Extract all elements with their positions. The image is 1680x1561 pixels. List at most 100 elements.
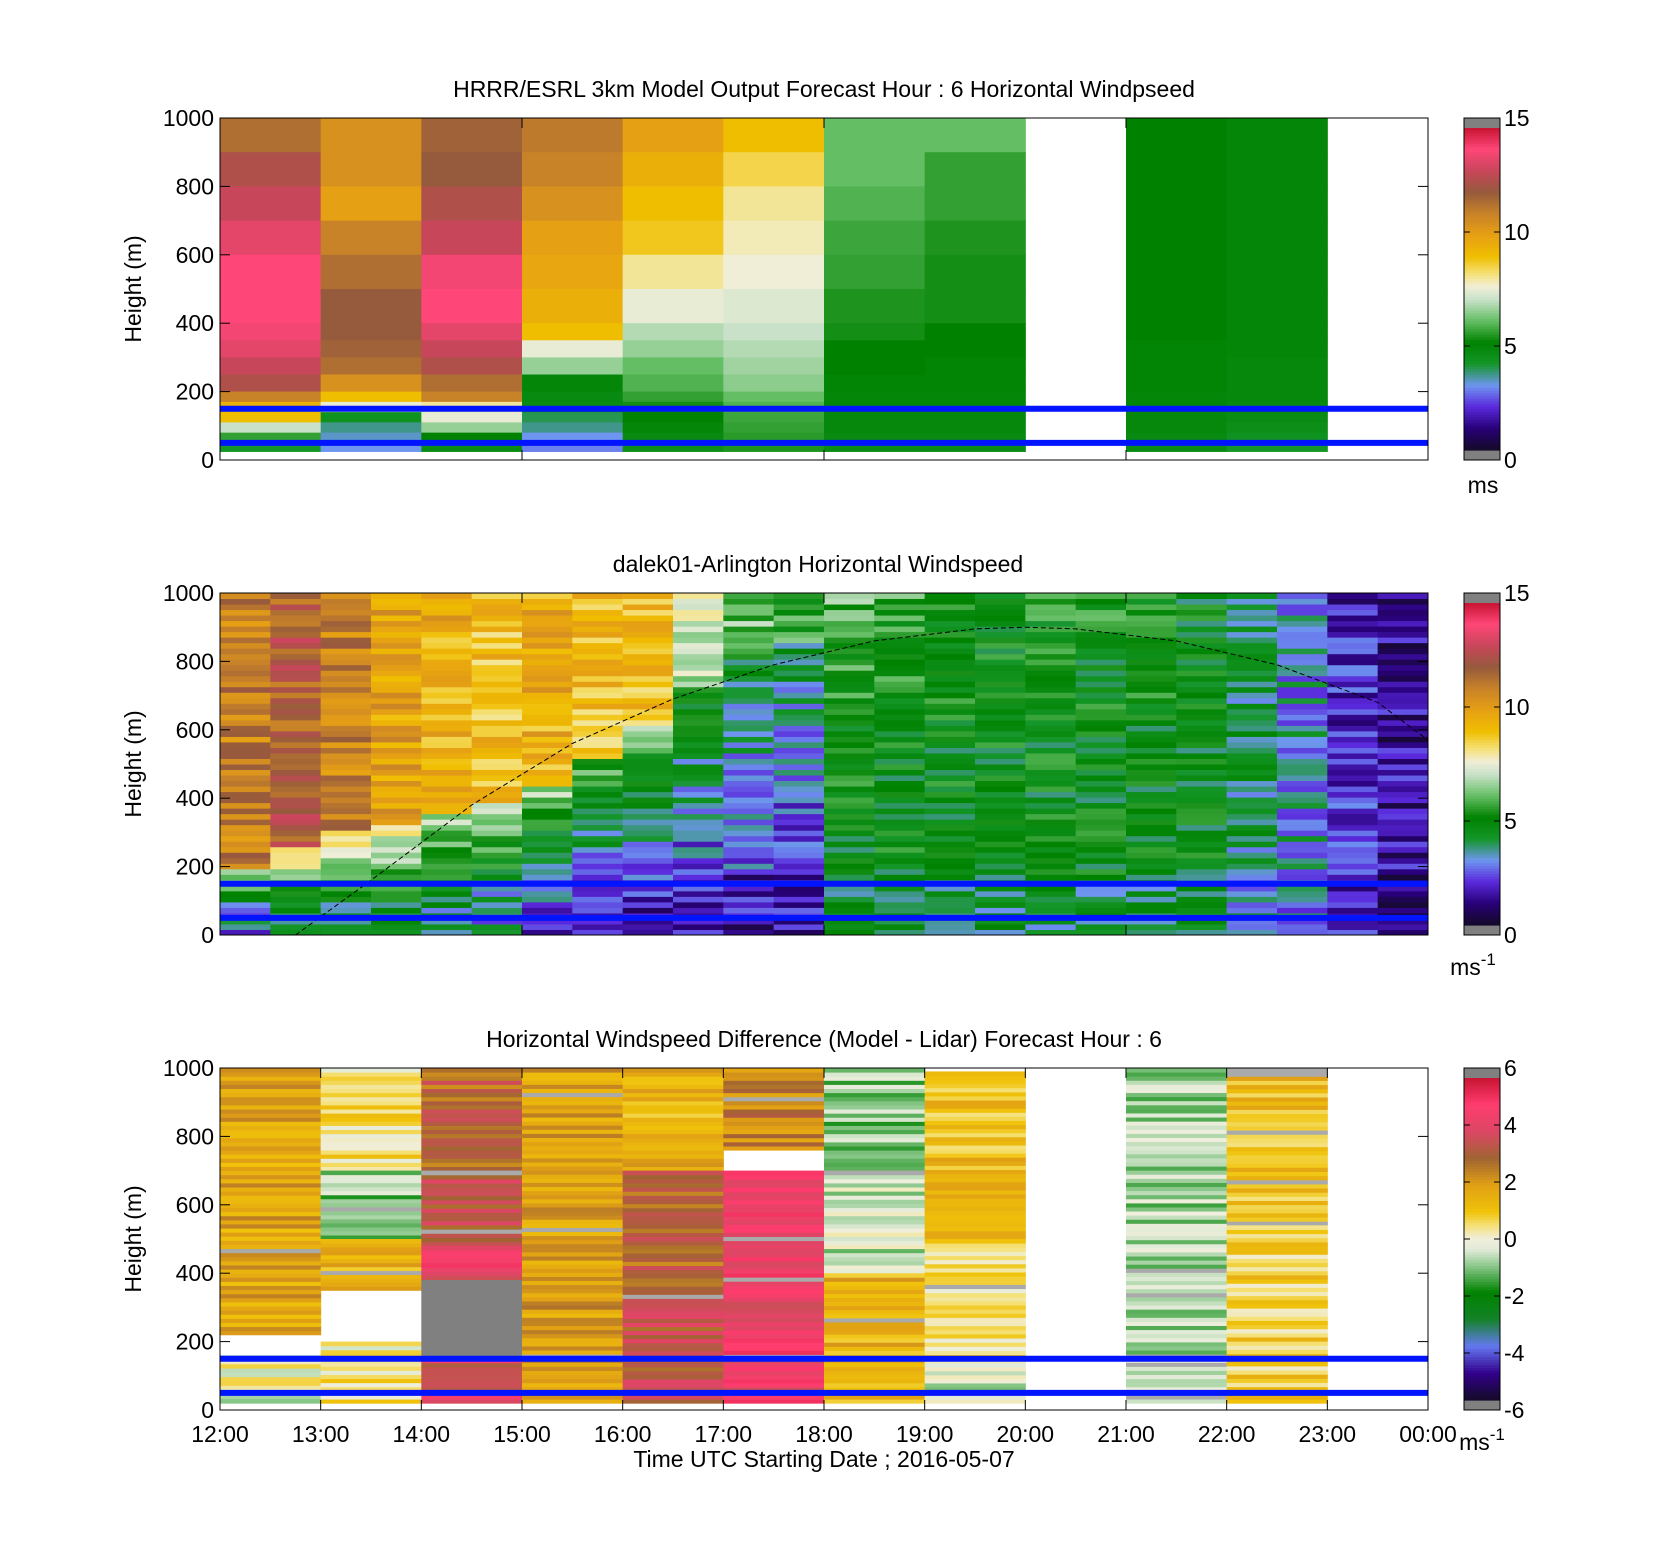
diff-cell	[924, 1300, 1026, 1306]
colorbar-swatch	[1464, 876, 1500, 880]
lidar-cell	[471, 885, 523, 892]
model-cell	[220, 340, 322, 358]
diff-cell	[320, 1394, 422, 1400]
lidar-cell	[673, 775, 724, 782]
colorbar-unit-2-exp: -1	[1481, 950, 1496, 969]
diff-cell	[1226, 1196, 1328, 1201]
lidar-cell	[1277, 714, 1328, 721]
lidar-cell	[874, 907, 926, 914]
lidar-cell	[1277, 604, 1328, 611]
model-cell	[723, 357, 825, 375]
lidar-cell	[1126, 846, 1177, 853]
lidar-cell	[522, 609, 573, 616]
diff-cell	[220, 1133, 322, 1139]
lidar-cell	[1176, 830, 1228, 837]
diff-cell	[1226, 1308, 1328, 1313]
diff-cell	[723, 1374, 825, 1380]
lidar-cell	[673, 808, 724, 815]
colorbar-swatch	[1464, 1209, 1500, 1213]
lidar-cell	[1025, 874, 1077, 881]
lidar-cell	[1126, 923, 1177, 930]
lidar-cell	[1327, 775, 1379, 782]
lidar-cell	[1126, 598, 1177, 605]
colorbar-swatch	[1464, 723, 1500, 728]
colorbar-swatch	[1464, 323, 1500, 328]
diff-cell	[924, 1112, 1026, 1117]
lidar-cell	[723, 835, 775, 842]
lidar-cell	[924, 863, 976, 870]
diff-cell	[723, 1309, 825, 1315]
lidar-cell	[622, 874, 674, 881]
diff-cell	[723, 1301, 825, 1307]
lidar-cell	[371, 752, 422, 759]
lidar-cell	[1327, 714, 1379, 721]
lidar-cell	[572, 626, 624, 633]
lidar-cell	[1176, 764, 1228, 771]
lidar-cell	[572, 719, 624, 726]
diff-cell	[421, 1109, 523, 1114]
lidar-cell	[874, 824, 926, 831]
colorbar-swatch	[1464, 836, 1500, 840]
model-cell	[723, 391, 825, 403]
diff-cell	[1126, 1104, 1228, 1110]
diff-cell	[421, 1399, 523, 1404]
lidar-cell	[1075, 824, 1127, 831]
lidar-cell	[1226, 808, 1278, 815]
lidar-cell	[1377, 907, 1428, 914]
lidar-cell	[320, 929, 372, 935]
model-cell	[1126, 254, 1228, 290]
diff-cell	[723, 1187, 825, 1193]
model-cell	[421, 220, 523, 256]
lidar-cell	[471, 752, 523, 759]
model-cell	[924, 289, 1026, 324]
model-cell	[421, 340, 523, 358]
lidar-cell	[320, 857, 372, 864]
diff-cell	[220, 1076, 322, 1081]
lidar-cell	[975, 615, 1026, 622]
lidar-cell	[270, 686, 322, 693]
colorbar-swatch	[1464, 1163, 1500, 1168]
lidar-cell	[924, 686, 976, 693]
lidar-cell	[270, 692, 322, 699]
colorbar-swatch	[1464, 871, 1500, 875]
lidar-cell	[773, 642, 825, 649]
lidar-cell	[673, 923, 724, 930]
lidar-cell	[1327, 857, 1379, 864]
lidar-cell	[673, 620, 724, 627]
lidar-cell	[421, 786, 473, 793]
lidar-cell	[824, 598, 875, 605]
diff-cell	[824, 1244, 926, 1250]
diff-cell	[924, 1210, 1026, 1215]
colorbar-tick-label: 0	[1504, 447, 1517, 473]
lidar-cell	[824, 901, 875, 908]
diff-cell	[824, 1252, 926, 1258]
lidar-cell	[471, 692, 523, 699]
diff-cell	[421, 1292, 523, 1298]
lidar-cell	[1226, 598, 1278, 605]
diff-cell	[220, 1154, 322, 1159]
colorbar-swatch	[1464, 796, 1500, 800]
lidar-cell	[1377, 730, 1428, 737]
lidar-cell	[1176, 852, 1228, 859]
diff-cell	[1226, 1080, 1328, 1086]
diff-cell	[622, 1162, 724, 1167]
model-cell	[924, 323, 1026, 341]
diff-cell	[1126, 1325, 1228, 1331]
model-cell	[924, 152, 1026, 187]
diff-cell	[723, 1084, 825, 1090]
lidar-cell	[1226, 593, 1278, 600]
diff-cell	[421, 1117, 523, 1122]
lidar-cell	[773, 758, 825, 765]
diff-cell	[522, 1215, 624, 1220]
lidar-cell	[572, 824, 624, 831]
diff-cell	[723, 1203, 825, 1209]
colorbar-swatch	[1464, 1201, 1500, 1205]
model-cell	[522, 254, 624, 290]
lidar-cell	[723, 598, 775, 605]
lidar-cell	[522, 923, 573, 930]
diff-cell	[824, 1133, 926, 1139]
colorbar-swatch	[1464, 619, 1500, 623]
diff-cell	[1226, 1159, 1328, 1164]
lidar-cell	[522, 593, 573, 600]
diff-cell	[1126, 1256, 1228, 1261]
